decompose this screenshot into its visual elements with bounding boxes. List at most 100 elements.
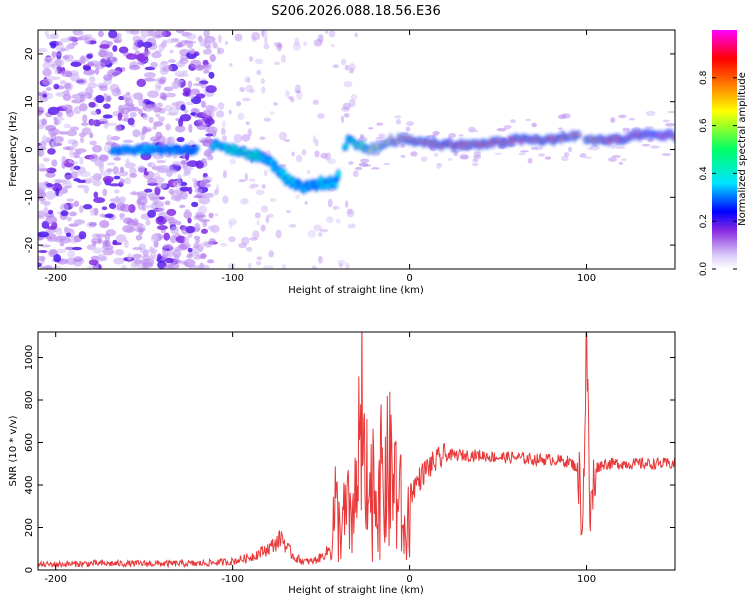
- spectrogram-cell: [242, 97, 251, 102]
- spectrogram-cell: [239, 86, 245, 93]
- spectrogram-cell: [187, 80, 193, 88]
- spectrogram-cell: [127, 253, 133, 261]
- spectrogram-cell: [76, 179, 87, 184]
- spectrogram-cell: [199, 122, 210, 127]
- spectrogram-y-axis: -20 -10 0 10 20: [24, 48, 675, 253]
- spectrogram-cell: [84, 92, 93, 99]
- y-tick-label: 1000: [24, 345, 35, 370]
- spectrogram-cell: [51, 159, 58, 167]
- spectrogram-cell: [608, 157, 617, 162]
- spectrogram-cell: [62, 55, 70, 60]
- spectrogram-cell: [63, 123, 72, 129]
- spectrogram-cell: [73, 154, 80, 159]
- spectrogram-cell: [330, 43, 336, 48]
- spectrogram-cell: [38, 106, 45, 116]
- spectrogram-cell: [269, 197, 277, 203]
- spectrogram-cell: [42, 68, 52, 77]
- spectrogram-cell: [212, 41, 218, 49]
- spectrogram-cell: [117, 112, 123, 121]
- spectrogram-cell: [376, 122, 384, 126]
- spectrogram-cell: [188, 48, 196, 55]
- spectrogram-cell: [119, 166, 125, 173]
- spectrogram-cell: [184, 109, 189, 114]
- spectrogram-cell: [190, 112, 197, 116]
- spectrogram-cell: [557, 127, 563, 130]
- spectrogram-cell: [109, 83, 120, 93]
- spectrogram-cell: [280, 54, 286, 63]
- spectrogram-cell: [236, 101, 242, 107]
- spectrogram-cell: [78, 205, 84, 213]
- spectrogram-cell: [538, 153, 546, 157]
- spectrogram-cell: [93, 197, 106, 204]
- spectrogram-cell: [294, 90, 301, 94]
- spectrogram-cell: [46, 236, 52, 240]
- spectrogram-cell: [193, 195, 203, 199]
- spectrogram-cell: [317, 113, 325, 119]
- spectrogram-cell: [228, 109, 232, 115]
- spectrogram-cell: [584, 156, 593, 159]
- spectrogram-cell: [354, 167, 363, 170]
- spectrogram-cell: [143, 50, 150, 58]
- spectrogram-cell: [113, 257, 125, 265]
- y-tick-label: 400: [24, 475, 35, 494]
- spectrogram-cell: [86, 53, 93, 59]
- spectrogram-cell: [171, 81, 182, 90]
- spectrogram-cell: [273, 102, 278, 106]
- spectrogram-cell: [263, 265, 269, 269]
- spectrogram-cell: [410, 151, 418, 157]
- spectrogram-cell: [278, 131, 288, 141]
- spectrogram-cell: [89, 132, 94, 139]
- spectrogram-cell: [131, 218, 139, 227]
- y-tick-label: 0: [24, 146, 35, 152]
- snr-x-label: Height of straight line (km): [288, 585, 424, 596]
- spectrogram-cell: [182, 87, 192, 94]
- spectrogram-cell: [147, 209, 157, 218]
- colorbar: 0.0 0.2 0.4 0.6 0.8 Normalized spectral ampl…: [699, 30, 748, 276]
- spectrogram-cell: [61, 156, 67, 165]
- spectrogram-cell: [175, 125, 186, 133]
- spectrogram-cell: [180, 191, 188, 200]
- spectrogram-cell: [345, 262, 350, 269]
- spectrogram-cell: [650, 145, 660, 149]
- spectrogram-cell: [98, 118, 108, 124]
- spectrogram-cell: [79, 156, 84, 165]
- spectrogram-cell: [95, 94, 105, 104]
- spectrogram-cell: [179, 186, 190, 192]
- spectrogram-cell: [45, 171, 56, 178]
- spectrogram-cell: [93, 207, 99, 216]
- spectrogram-cell: [38, 182, 48, 191]
- spectrogram-cell: [163, 86, 174, 92]
- spectrogram-cell: [503, 125, 512, 130]
- spectrogram-cell: [244, 76, 251, 83]
- spectrogram-cell: [327, 198, 333, 208]
- spectrogram-cell: [188, 123, 193, 133]
- spectrogram-cell: [332, 64, 340, 69]
- spectrogram-cell: [201, 64, 210, 69]
- colorbar-gradient: [712, 30, 737, 269]
- spectrogram-ridge: [109, 128, 675, 195]
- spectrogram-cell: [142, 41, 153, 48]
- spectrogram-cell: [69, 126, 80, 131]
- spectrogram-cell: [42, 94, 48, 98]
- spectrogram-cell: [105, 122, 118, 126]
- spectrogram-cell: [112, 242, 123, 246]
- spectrogram-cell: [647, 138, 654, 143]
- spectrogram-cell: [259, 136, 266, 140]
- spectrogram-cell: [163, 232, 171, 241]
- spectrogram-cell: [324, 30, 329, 34]
- spectrogram-cell: [525, 118, 531, 122]
- spectrogram-cell: [119, 178, 125, 185]
- spectrogram-cell: [205, 133, 214, 137]
- spectrogram-cell: [183, 210, 192, 219]
- spectrogram-cell: [140, 132, 145, 141]
- spectrogram-cell: [115, 234, 127, 243]
- spectrogram-cell: [447, 158, 453, 161]
- spectrogram-cell: [156, 164, 168, 174]
- spectrogram-cell: [92, 174, 98, 181]
- spectrogram-cell: [65, 246, 74, 251]
- spectrogram-cell: [590, 144, 600, 151]
- spectrogram-cell: [52, 116, 58, 120]
- spectrogram-cell: [645, 110, 656, 117]
- spectrogram-cell: [249, 237, 258, 241]
